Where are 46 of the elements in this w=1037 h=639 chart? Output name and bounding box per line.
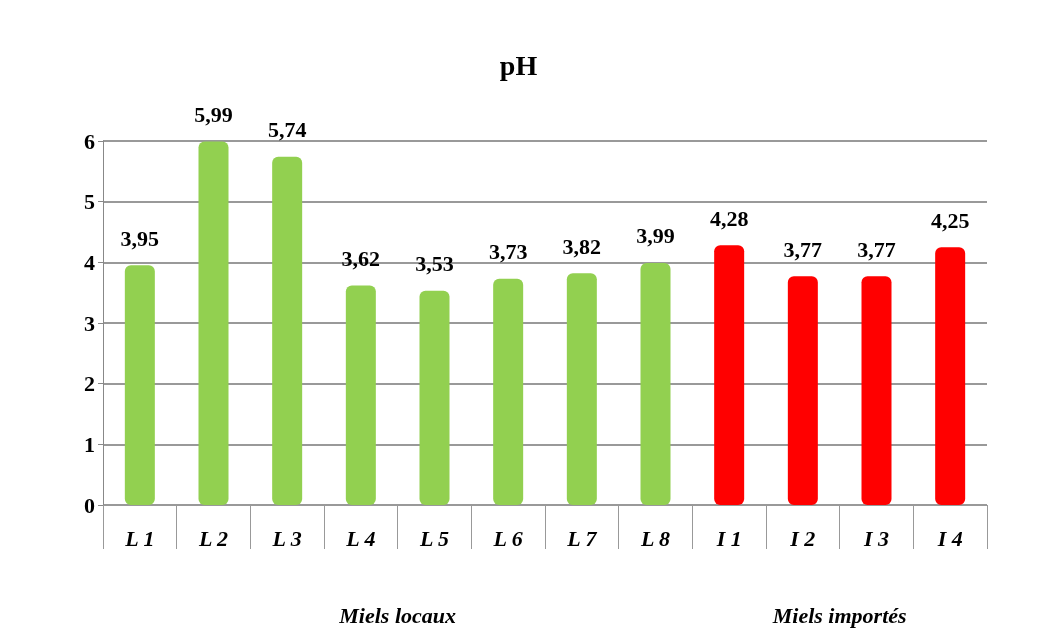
data-label: 3,95 (120, 225, 160, 251)
x-tick-label: I 4 (936, 525, 963, 551)
bar (345, 285, 376, 505)
bar (419, 290, 450, 505)
text: Miels importés (771, 602, 907, 628)
x-tick-label: L 2 (197, 525, 229, 551)
data-label: 5,74 (267, 117, 307, 143)
bar (198, 141, 229, 505)
y-tick-label: 6 (84, 128, 95, 154)
data-label: 3,99 (636, 223, 675, 249)
data-label: 3,62 (341, 245, 381, 271)
x-tick-label: L 5 (418, 525, 450, 551)
bar (787, 276, 818, 505)
text: Miels locaux (338, 602, 457, 628)
data-label: 3,82 (562, 233, 602, 259)
bar (714, 245, 745, 505)
x-tick-label: L 6 (492, 525, 523, 551)
y-tick-label: 1 (84, 431, 95, 457)
data-label: 4,25 (930, 207, 970, 233)
data-label: 5,99 (194, 102, 233, 128)
data-label: 4,28 (709, 205, 749, 231)
x-tick-label: I 1 (715, 525, 742, 551)
y-tick-label: 4 (84, 249, 95, 275)
bar (861, 276, 892, 505)
y-tick-label: 3 (84, 310, 95, 336)
bar (493, 278, 524, 505)
x-tick-label: L 4 (345, 525, 376, 551)
data-label: 3,77 (857, 236, 896, 262)
chart-title: pH (499, 49, 538, 81)
bar (935, 247, 966, 505)
x-tick-label: L 8 (639, 525, 671, 551)
bar (124, 265, 155, 505)
bar (566, 273, 597, 505)
y-tick-label: 2 (84, 371, 95, 397)
y-tick-label: 5 (84, 189, 95, 215)
x-tick-label: I 3 (862, 525, 890, 551)
x-tick-label: I 2 (789, 525, 816, 551)
x-tick-label: L 3 (271, 525, 302, 551)
data-label: 3,77 (783, 236, 823, 262)
data-label: 3,53 (415, 251, 454, 277)
data-label: 3,73 (488, 239, 528, 265)
bar (272, 156, 303, 505)
y-tick-label: 0 (84, 492, 95, 518)
x-tick-label: L 1 (124, 525, 155, 551)
bar (640, 262, 671, 505)
x-tick-label: L 7 (566, 525, 598, 551)
